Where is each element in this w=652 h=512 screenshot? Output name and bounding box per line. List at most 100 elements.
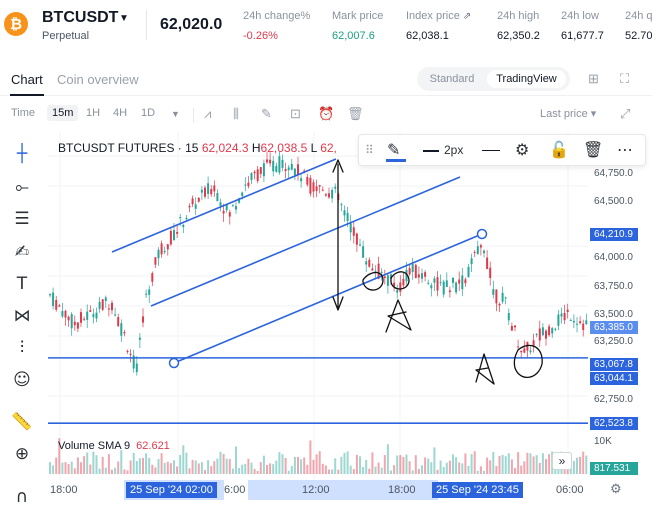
alarm-icon[interactable]: ⏰ [318,106,335,121]
stat-index-price[interactable]: Index price ⇗ 62,038.1 [406,10,471,42]
candle-body [523,348,526,353]
candle-body [380,271,383,273]
trash-icon[interactable]: 🗑 [347,106,364,121]
price-chart[interactable] [48,132,588,480]
expand-icon[interactable]: ⛶ [620,71,630,86]
volume-bar [89,464,92,474]
zoom-in-icon[interactable]: ⊕ [14,444,30,464]
volume-bar [98,468,101,474]
interval-4h[interactable]: 4H [113,107,128,119]
camera-icon[interactable]: ⊡ [290,106,301,121]
candlesticks [49,151,588,376]
candle-body [194,204,197,209]
volume-bar [92,451,95,474]
time-axis[interactable]: 18:00 25 Sep '24 02:00 6:00 12:00 18:00 … [48,480,652,502]
ruler-icon[interactable]: 📏 [11,412,33,432]
interval-15m[interactable]: 15m [47,105,79,121]
candle-body [179,217,182,219]
candle-body [405,269,408,282]
volume-bar [213,461,216,474]
volume-bar [111,469,113,474]
price-axis[interactable]: 64,750.0 64,500.0 64,210.9 64,000.0 63,7… [588,132,652,480]
candle-body [324,194,327,196]
external-link-icon[interactable]: ⇗ [462,11,472,22]
scroll-to-latest-button[interactable]: » [552,452,572,470]
prediction-icon[interactable]: ⫶ [19,338,25,358]
line-width-icon[interactable] [423,150,439,152]
grid-layout-icon[interactable]: ⊞ [588,71,599,86]
drag-handle-icon[interactable]: ⠿ [365,143,374,157]
volume-bar [138,458,141,474]
volume-bar [532,456,535,474]
indicators-icon[interactable]: ⩘ [204,106,212,121]
candle-body [421,273,423,279]
volume-bar [424,457,427,474]
volume-bar [321,463,324,474]
candle-body [470,258,473,265]
volume-label: Volume SMA 9 [58,440,131,452]
candle-body [123,332,126,334]
crosshair-icon[interactable]: ┼ [16,144,28,164]
interval-1h[interactable]: 1H [86,107,101,119]
price-tick: 62,750.0 [594,394,633,405]
tab-chart[interactable]: Chart [11,72,43,87]
time-tick: 06:00 [556,484,584,496]
volume-bar [284,457,287,474]
candle-body [448,290,451,293]
standard-view-button[interactable]: Standard [429,73,475,85]
contract-type: Perpetual [42,30,90,42]
price-type-select[interactable]: Last price ▾ [540,108,597,120]
tradingview-button[interactable]: TradingView [487,70,566,88]
volume-bar [458,462,461,474]
interval-1d[interactable]: 1D [141,107,156,119]
fullscreen-icon[interactable]: ⤢ [620,106,631,121]
volume-bar [315,454,318,474]
time-label[interactable]: Time [11,107,36,119]
candle-body [169,230,172,245]
candle-body [331,190,334,199]
fib-levels-icon[interactable]: ☰ [14,209,30,229]
volume-bar [49,462,51,474]
line-style-icon[interactable] [482,150,500,151]
volume-bar [579,456,582,474]
candle-body [436,277,439,291]
emoji-icon[interactable]: ☺ [13,370,31,390]
more-options-icon[interactable]: ⋯ [617,140,633,159]
volume-bar [179,454,182,474]
candle-body [142,316,144,323]
candle-body [67,316,70,321]
lock-icon[interactable]: 🔓 [549,140,569,159]
brush-icon[interactable]: ✍ [14,242,30,262]
pen-color-icon[interactable]: ✎ [387,140,401,159]
delete-drawing-icon[interactable]: 🗑 [583,140,604,159]
text-tool-icon[interactable]: T [16,274,28,294]
chevron-down-icon[interactable]: ▼ [119,13,129,24]
volume-bar [231,468,234,474]
volume-bar [514,467,516,474]
tab-coin-overview[interactable]: Coin overview [57,72,139,87]
low-value: 62, [320,141,337,155]
candle-body [126,351,129,353]
volume-bar [324,465,327,474]
trend-line-icon[interactable]: ⟜ [15,177,29,197]
more-intervals-icon[interactable]: ▼ [171,109,180,119]
volume-bar [278,452,281,474]
candle-body [58,305,61,307]
candle-body [86,311,89,320]
candle-body [76,322,79,329]
pattern-icon[interactable]: ⋈ [13,306,31,326]
settings-icon[interactable]: ⚙ [515,140,530,159]
volume-bar [95,455,98,474]
candle-body [114,314,117,316]
pencil-icon[interactable]: ✎ [261,106,272,121]
symbol-selector[interactable]: BTCUSDT [42,9,119,26]
candle-body [455,282,458,293]
volume-bar [526,452,529,474]
magnet-icon[interactable]: ∩ [15,487,29,507]
volume-bar [61,462,64,474]
line-width-value[interactable]: 2px [444,143,464,157]
settings-icon[interactable]: ⚙ [610,481,622,496]
price-tag-current: 63,385.0 [590,321,638,334]
volume-bar [517,452,520,474]
candle-type-icon[interactable]: ⫼ [233,106,239,121]
